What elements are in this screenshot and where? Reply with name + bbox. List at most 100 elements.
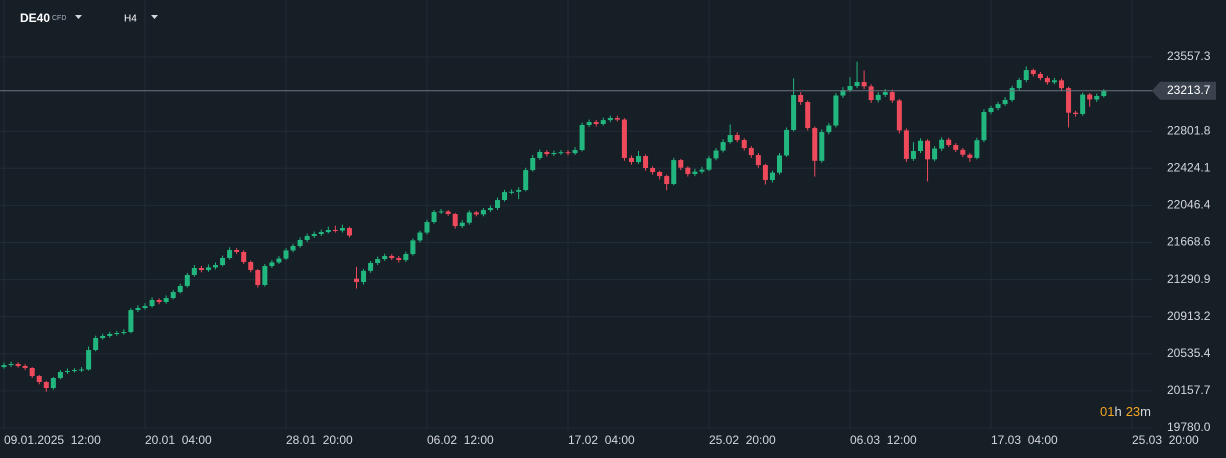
candle-body bbox=[177, 285, 183, 293]
countdown-hours-unit: h bbox=[1114, 404, 1121, 419]
candle-body bbox=[819, 132, 825, 161]
candle-body bbox=[537, 152, 543, 158]
x-tick-label: 20.01 04:00 bbox=[145, 433, 212, 447]
candle-body bbox=[861, 82, 867, 87]
countdown-hours: 01 bbox=[1100, 404, 1114, 419]
candles bbox=[1, 61, 1107, 392]
candle-body bbox=[600, 120, 606, 125]
candle-body bbox=[889, 92, 895, 101]
candle-body bbox=[325, 229, 331, 233]
x-tick-label: 06.02 12:00 bbox=[427, 433, 494, 447]
countdown-minutes-unit: m bbox=[1140, 404, 1151, 419]
candle-body bbox=[361, 270, 367, 283]
candle-body bbox=[241, 251, 247, 263]
x-tick-label: 25.03 20:00 bbox=[1132, 433, 1199, 447]
y-tick-label: 21290.9 bbox=[1167, 272, 1211, 286]
candle-body bbox=[664, 176, 670, 185]
candle-body bbox=[1059, 80, 1064, 89]
candle-body bbox=[840, 90, 846, 96]
y-tick-label: 22801.8 bbox=[1167, 123, 1211, 137]
candle-body bbox=[572, 150, 578, 154]
candle-body bbox=[8, 363, 14, 366]
symbol-dropdown[interactable] bbox=[75, 15, 82, 19]
candle-countdown: 01h 23m bbox=[1100, 404, 1151, 419]
candle-body bbox=[939, 139, 945, 149]
candle-body bbox=[332, 229, 338, 231]
candle-body bbox=[1087, 94, 1093, 100]
candle-body bbox=[565, 152, 571, 154]
candle-body bbox=[255, 270, 261, 285]
candle-body bbox=[706, 158, 712, 170]
x-tick-label: 25.02 20:00 bbox=[709, 433, 776, 447]
candle-body bbox=[276, 258, 282, 263]
candle-body bbox=[967, 154, 973, 158]
y-tick-label: 21668.6 bbox=[1167, 235, 1211, 249]
candle-body bbox=[170, 292, 176, 299]
candle-body bbox=[198, 268, 204, 271]
candle-body bbox=[1037, 74, 1043, 79]
candle-body bbox=[628, 157, 634, 163]
candle-body bbox=[741, 140, 747, 149]
candle-body bbox=[516, 190, 522, 192]
candle-body bbox=[290, 246, 296, 251]
candle-body bbox=[445, 211, 451, 214]
candle-body bbox=[375, 259, 381, 263]
candle-body bbox=[918, 140, 923, 152]
x-tick-label: 06.03 12:00 bbox=[850, 433, 917, 447]
candle-body bbox=[480, 210, 486, 215]
candle-body bbox=[812, 128, 818, 161]
timeframe-dropdown[interactable] bbox=[151, 15, 158, 19]
candle-body bbox=[142, 306, 148, 308]
candle-body bbox=[932, 148, 938, 160]
overlay: 19780.0 20157.7 20535.4 20913.2 21290.9 21668… bbox=[0, 49, 1216, 447]
candle-body bbox=[114, 333, 120, 335]
symbol[interactable]: DE40 bbox=[20, 11, 50, 25]
candle-body bbox=[220, 257, 226, 266]
candle-body bbox=[29, 367, 35, 377]
countdown-minutes: 23 bbox=[1126, 404, 1140, 419]
candle-body bbox=[509, 191, 515, 193]
y-tick-label: 22046.4 bbox=[1167, 198, 1211, 212]
candle-body bbox=[925, 140, 931, 160]
timeframe[interactable]: H4 bbox=[124, 14, 137, 25]
candle-body bbox=[22, 366, 28, 368]
candle-body bbox=[213, 265, 218, 268]
candle-body bbox=[798, 95, 804, 103]
candle-body bbox=[403, 254, 409, 261]
candle-body bbox=[318, 232, 324, 235]
candle-body bbox=[1023, 70, 1029, 81]
candle-body bbox=[593, 122, 599, 125]
candle-body bbox=[727, 135, 733, 143]
y-tick-label: 23557.3 bbox=[1167, 49, 1211, 63]
candle-body bbox=[1, 365, 7, 368]
candle-body bbox=[1016, 80, 1022, 89]
y-tick-label: 19780.0 bbox=[1167, 420, 1211, 434]
candle-body bbox=[896, 100, 902, 131]
current-price-tag bbox=[1152, 81, 1216, 100]
toolbar[interactable]: DE40 CFD H4 bbox=[20, 11, 158, 25]
candle-body bbox=[1094, 96, 1100, 100]
candle-body bbox=[586, 122, 592, 125]
candle-body bbox=[621, 119, 627, 158]
candle-body bbox=[382, 256, 388, 260]
candle-body bbox=[636, 156, 641, 163]
candle-body bbox=[854, 82, 860, 87]
candle-body bbox=[339, 228, 345, 231]
candle-body bbox=[93, 338, 99, 351]
candle-body bbox=[438, 211, 444, 213]
candle-body bbox=[558, 152, 564, 154]
candle-body bbox=[311, 234, 317, 236]
candle-body bbox=[452, 213, 458, 227]
candle-body bbox=[502, 192, 508, 201]
candle-body bbox=[551, 152, 557, 155]
candle-body bbox=[1080, 94, 1086, 114]
candle-body bbox=[495, 200, 500, 208]
candle-body bbox=[946, 139, 952, 146]
candle-body bbox=[79, 369, 85, 371]
candle-body bbox=[473, 212, 479, 215]
candle-body bbox=[579, 124, 585, 151]
candle-body bbox=[368, 262, 374, 271]
candle-body bbox=[283, 250, 289, 259]
